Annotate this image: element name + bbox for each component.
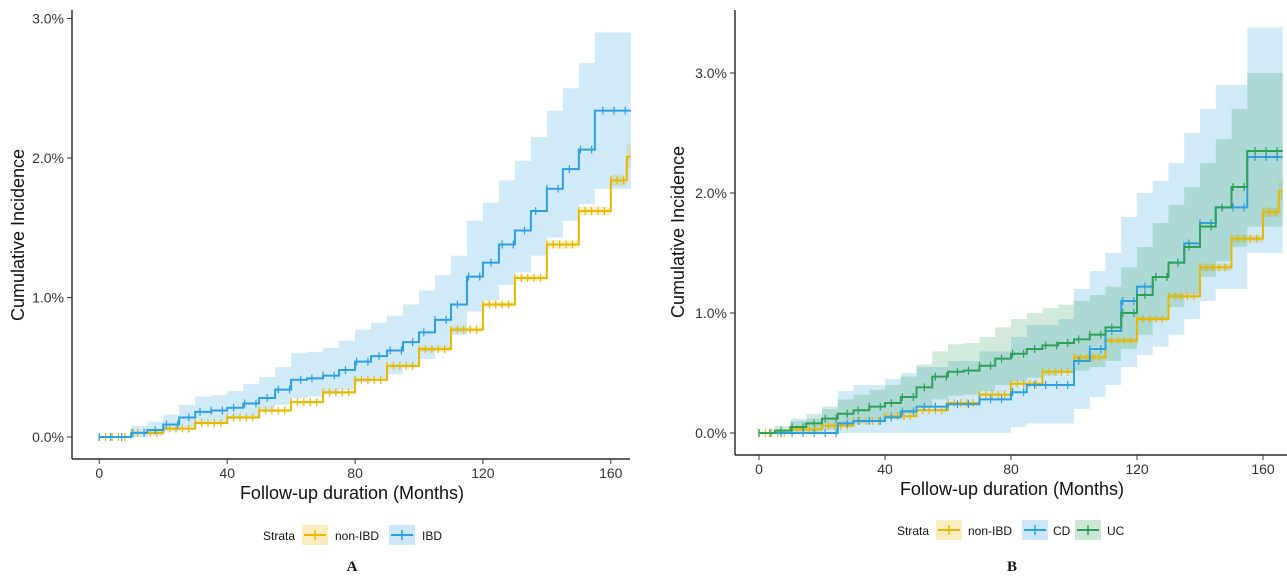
panel-a-ci-band-non-ibd (99, 144, 631, 438)
panel-a-legend-label-ibd: IBD (422, 529, 442, 543)
panel-a: 0.0% 1.0% 2.0% 3.0% 0 40 80 120 160 Foll… (8, 10, 631, 575)
panel-a-y-axis-title: Cumulative Incidence (8, 149, 28, 321)
panel-b-ci-band-cd (759, 27, 1283, 434)
panel-b-ci-band-non-ibd (759, 181, 1283, 433)
panel-a-ytick-label-3: 3.0% (32, 11, 64, 27)
panel-b-ytick-label-1: 1.0% (695, 305, 727, 321)
panel-b-curve-cd (759, 156, 1283, 434)
panel-b-xtick-label-160: 160 (1251, 461, 1275, 477)
panel-b-plot-area (758, 27, 1283, 437)
panel-a-ci-band-ibd (99, 32, 631, 437)
panel-b-xtick-label-80: 80 (1003, 461, 1019, 477)
panel-b-xtick-label-40: 40 (877, 461, 893, 477)
panel-a-legend-label-non-ibd: non-IBD (335, 529, 379, 543)
panel-a-xtick-label-40: 40 (219, 465, 235, 481)
panel-b-ytick-label-0: 0.0% (695, 425, 727, 441)
panel-a-ytick-label-2: 2.0% (32, 150, 64, 166)
panel-a-ytick-label-1: 1.0% (32, 290, 64, 306)
panel-b-xtick-label-120: 120 (1125, 461, 1149, 477)
panel-b-legend: Strata non-IBD CD UC (897, 520, 1125, 540)
panel-b-ci-band-uc (759, 73, 1283, 433)
panel-a-legend: Strata non-IBD IBD (263, 525, 442, 545)
panel-a-ytick-label-0: 0.0% (32, 429, 64, 445)
panel-b-ytick-label-2: 2.0% (695, 185, 727, 201)
panel-a-label: A (347, 559, 358, 575)
panel-a-plot-area (98, 32, 631, 441)
panel-a-curve-ibd (99, 109, 631, 438)
panel-a-xtick-label-160: 160 (599, 465, 623, 481)
panel-b-label: B (1007, 559, 1017, 575)
panel-b-ytick-label-3: 3.0% (695, 65, 727, 81)
panel-b-legend-label-non-ibd: non-IBD (968, 524, 1012, 538)
panel-b-y-axis-title: Cumulative Incidence (668, 146, 688, 318)
panel-a-xtick-label-0: 0 (95, 465, 103, 481)
panel-b-legend-title: Strata (897, 524, 929, 538)
panel-b: 0.0% 1.0% 2.0% 3.0% 0 40 80 120 160 Foll… (668, 10, 1287, 575)
panel-b-legend-label-cd: CD (1053, 524, 1071, 538)
panel-b-xtick-label-0: 0 (755, 461, 763, 477)
panel-a-x-axis-title: Follow-up duration (Months) (240, 483, 464, 503)
panel-a-xtick-label-120: 120 (471, 465, 495, 481)
panel-a-xtick-label-80: 80 (347, 465, 363, 481)
panel-b-x-axis-title: Follow-up duration (Months) (900, 479, 1124, 499)
panel-a-legend-title: Strata (263, 529, 295, 543)
panel-b-curve-uc (759, 150, 1283, 434)
panel-b-legend-label-uc: UC (1107, 524, 1125, 538)
